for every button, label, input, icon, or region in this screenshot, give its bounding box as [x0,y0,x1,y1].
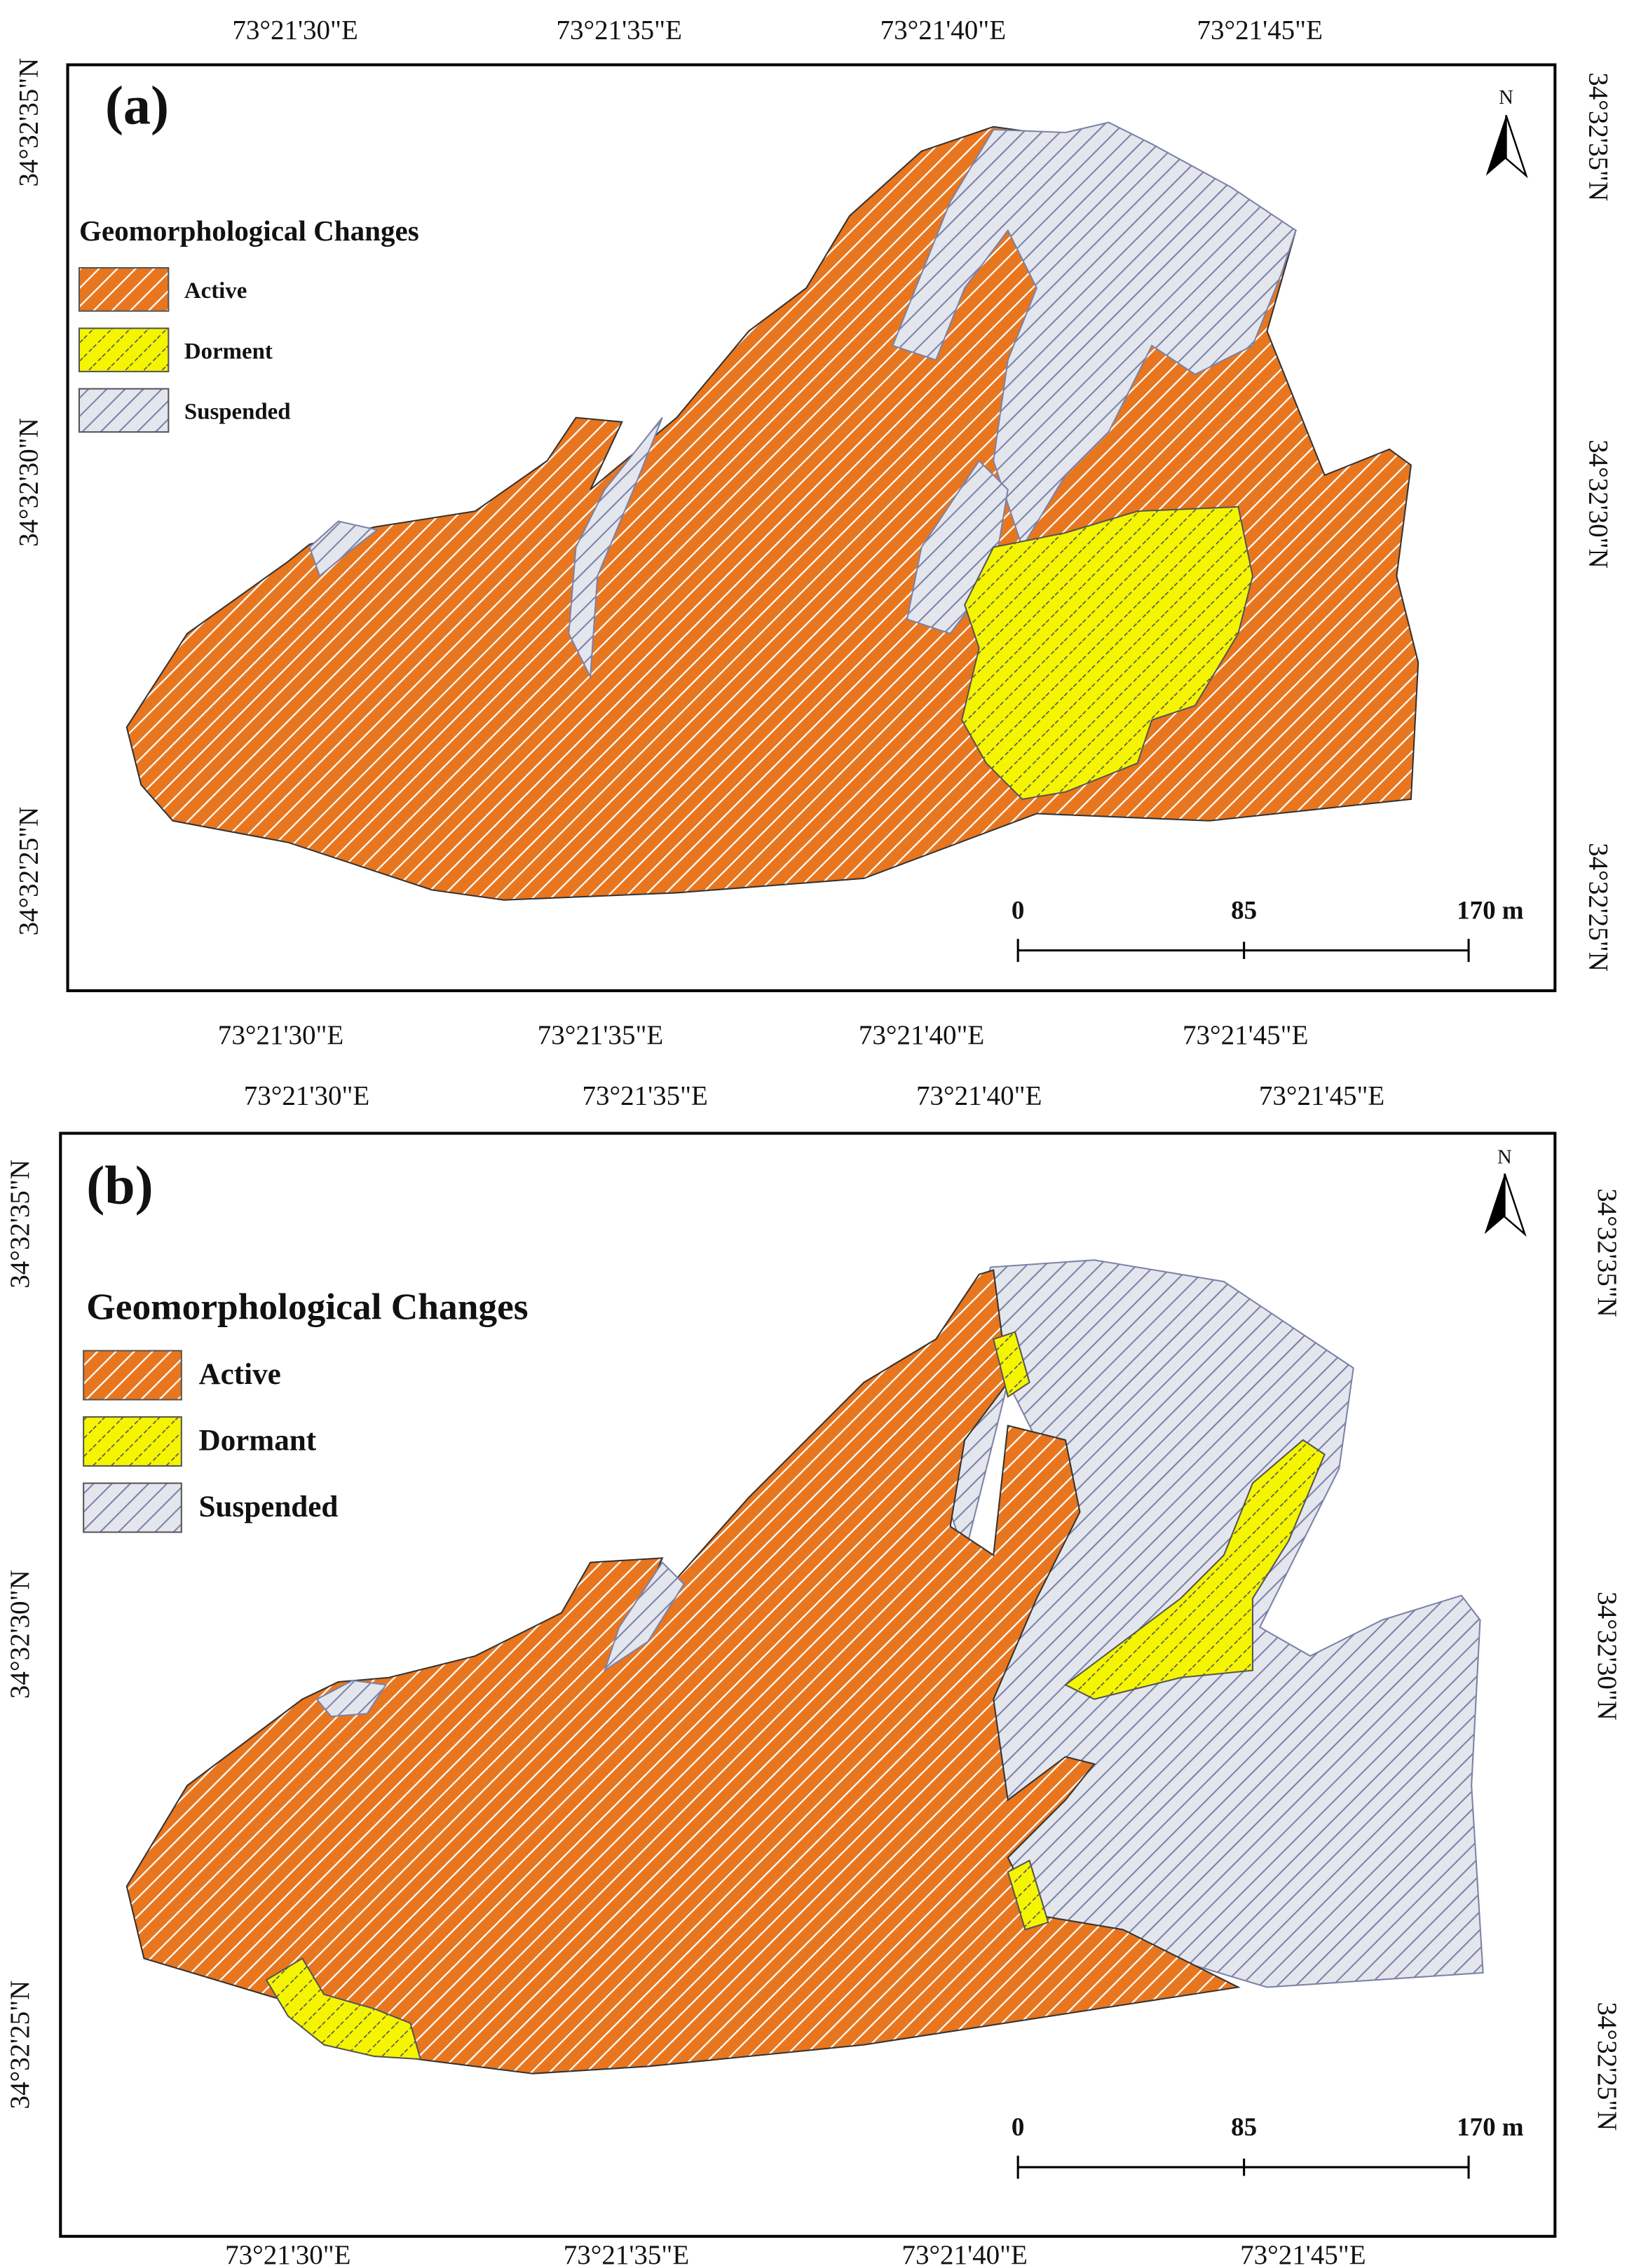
panel-a [66,63,1557,993]
lon-label: 73°21'35"E [538,1020,663,1050]
north-arrow [1484,1173,1527,1237]
legend-item: Suspended [184,400,291,425]
scale-label: 0 [1012,895,1024,924]
lon-label: 73°21'40"E [916,1080,1042,1111]
dormant-zone [265,1957,422,2060]
suspended-zone [892,121,1297,549]
panel-b [59,1132,1557,2238]
scale-bar [1016,2155,1470,2179]
lat-label: 34°32'25"N [1584,843,1614,972]
suspended-zone [308,520,379,578]
north-label: N [1497,1146,1512,1169]
lon-label: 73°21'45"E [1197,15,1323,45]
lat-label: 34°32'25"N [13,807,43,936]
panel-label: (b) [86,1155,153,1216]
legend-item: Active [198,1358,280,1391]
lat-label: 34°32'35"N [1584,72,1614,201]
legend-item: Suspended [198,1491,338,1523]
scale-label: 0 [1012,2112,1024,2141]
lon-label: 73°21'45"E [1240,2240,1366,2268]
lon-label: 73°21'30"E [244,1080,369,1111]
lat-label: 34°32'35"N [1592,1188,1622,1317]
panel-label: (a) [105,75,169,136]
scale-bar [1016,939,1470,963]
dormant-zone [960,505,1254,801]
lon-label: 73°21'40"E [859,1020,984,1050]
lon-label: 73°21'35"E [556,15,681,45]
lat-label: 34°32'25"N [1592,2002,1622,2131]
scale-label: 85 [1231,895,1257,924]
legend-item: Active [184,278,247,304]
scale-label: 85 [1231,2112,1257,2141]
lat-label: 34°32'35"N [13,58,43,187]
dormant-zone [993,1331,1030,1399]
lat-label: 34°32'30"N [1592,1591,1622,1720]
labels: (a) 73°21'30"E 73°21'35"E 73°21'40"E 73°21'4… [5,15,1622,2268]
lon-label: 73°21'40"E [901,2240,1027,2268]
lat-label: 34°32'30"N [5,1570,35,1699]
scale-label: 170 m [1457,895,1524,924]
scale-label: 170 m [1457,2112,1524,2141]
lon-label: 73°21'35"E [582,1080,707,1111]
lon-label: 73°21'40"E [880,15,1006,45]
dormant-zone [1007,1859,1049,1931]
lon-label: 73°21'45"E [1259,1080,1384,1111]
north-arrow [1485,114,1528,179]
lon-label: 73°21'30"E [225,2240,350,2268]
lat-label: 34°32'35"N [5,1160,35,1289]
legend-item: Dorment [184,339,273,364]
lat-label: 34°32'30"N [13,418,43,547]
active-zone [125,1269,1241,2075]
north-label: N [1499,86,1513,109]
lon-label: 73°21'30"E [232,15,358,45]
legend-title: Geomorphological Changes [79,215,419,247]
lon-label: 73°21'45"E [1183,1020,1308,1050]
lon-label: 73°21'35"E [564,2240,689,2268]
map-frame [59,1132,1557,2238]
lon-label: 73°21'30"E [218,1020,343,1050]
lat-label: 34°32'25"N [5,1981,35,2110]
legend-title: Geomorphological Changes [86,1285,528,1327]
legend-item: Dormant [198,1424,316,1457]
suspended-zone [568,417,663,680]
legend-swatches [78,267,170,433]
lat-label: 34°32'30"N [1584,440,1614,569]
suspended-zone [603,1561,685,1673]
legend-swatches [83,1350,182,1533]
map-frame [66,63,1557,993]
dormant-zone [1063,1439,1326,1700]
suspended-zone [315,1679,388,1718]
